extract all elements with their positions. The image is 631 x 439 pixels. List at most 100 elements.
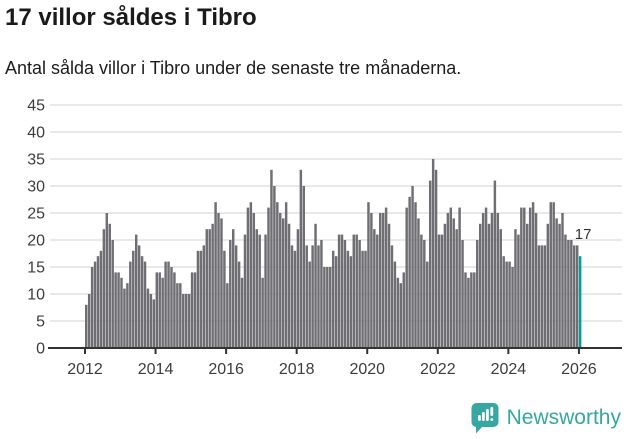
bar (134, 234, 138, 348)
bar (155, 272, 159, 348)
bar (546, 223, 550, 348)
bar (402, 272, 405, 348)
bar (346, 250, 350, 348)
bar (440, 234, 444, 348)
bar (196, 250, 200, 348)
bar (308, 261, 311, 348)
bar (255, 229, 258, 348)
bar (575, 245, 579, 348)
bar (240, 277, 244, 348)
bar (543, 245, 547, 348)
bar (470, 272, 473, 348)
bar (452, 218, 455, 348)
bar (211, 223, 214, 348)
bar (273, 186, 276, 348)
bar (305, 245, 308, 348)
bar (355, 234, 358, 348)
bar (573, 245, 576, 348)
bar (182, 294, 185, 348)
bar (284, 202, 288, 348)
highlight-bar (578, 256, 582, 348)
bar (352, 234, 355, 348)
bar (199, 250, 203, 348)
bar (179, 283, 182, 348)
bar (114, 272, 117, 348)
bar (358, 240, 361, 348)
bar (267, 207, 270, 348)
bar (223, 250, 226, 348)
bar (276, 202, 279, 348)
bar (143, 261, 147, 348)
mini-bar-2 (481, 412, 485, 421)
bar (226, 283, 229, 348)
bar (293, 250, 297, 348)
bar (237, 261, 241, 348)
bar (249, 202, 253, 348)
bar (111, 240, 114, 348)
bar (537, 245, 541, 348)
bar (337, 234, 341, 348)
bar (414, 202, 417, 348)
mini-bar-1 (477, 415, 481, 421)
bar (290, 245, 294, 348)
bar (384, 207, 388, 348)
bar (373, 229, 376, 348)
bar (217, 213, 220, 348)
bar (279, 213, 282, 348)
bar (149, 294, 153, 348)
bar (411, 186, 414, 348)
bar (205, 229, 208, 348)
x-tick-label: 2024 (491, 361, 527, 378)
bar (423, 240, 426, 348)
bar (487, 223, 491, 348)
y-tick-label: 15 (27, 260, 45, 277)
bar (87, 294, 91, 348)
bar (105, 213, 109, 348)
bar (287, 223, 291, 348)
bar (370, 213, 373, 348)
bar (137, 245, 141, 348)
bar (549, 202, 552, 348)
bar (417, 218, 420, 348)
bar (534, 213, 538, 348)
bar (478, 223, 482, 348)
bar (502, 256, 505, 348)
bar (467, 277, 470, 348)
bar (296, 229, 300, 348)
value-annotation: 17 (575, 226, 592, 243)
bar (187, 294, 191, 348)
bar (208, 229, 211, 348)
bar (567, 240, 570, 348)
bar (302, 186, 306, 348)
bar (499, 229, 502, 348)
x-tick-label: 2012 (67, 361, 103, 378)
bar (434, 169, 438, 348)
bar (508, 261, 511, 348)
bar (361, 250, 364, 348)
bar (264, 234, 267, 348)
exclamation-dot (490, 418, 493, 421)
bar (270, 169, 273, 348)
bar (393, 261, 397, 348)
bar (428, 180, 432, 348)
bar (120, 277, 123, 348)
y-tick-label: 30 (27, 179, 45, 196)
bar (526, 223, 529, 348)
bar (405, 207, 408, 348)
bar (473, 272, 476, 348)
bar (461, 240, 464, 348)
bar (540, 245, 544, 348)
bar (484, 207, 488, 348)
bar (570, 240, 573, 348)
chart-subtitle: Antal sålda villor i Tibro under de sena… (5, 58, 462, 78)
bar (99, 250, 103, 348)
bar (108, 223, 111, 348)
bar (158, 272, 161, 348)
bar (299, 169, 303, 348)
bar (481, 213, 485, 348)
bar (490, 213, 494, 348)
bar-chart: 0 5 10 15 20 25 30 35 40 45 2012 2014 2016 2018 2020 20… (27, 98, 622, 378)
bar (317, 245, 320, 348)
bar (173, 272, 176, 348)
bar (164, 261, 167, 348)
